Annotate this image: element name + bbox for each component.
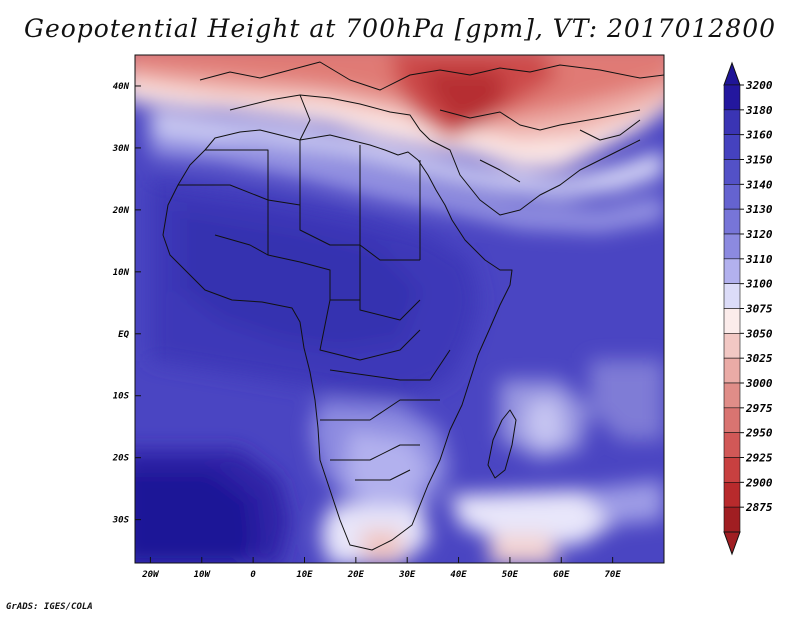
colorbar-label: 2900 [745,476,773,489]
plot-frame [134,54,665,564]
madagascar-outline [487,409,517,479]
colorbar: 3200 3180 3160 3150 3140 3130 3120 3110 3100 3075… [723,61,773,556]
colorbar-label: 3075 [745,303,773,316]
colorbar-label: 3050 [745,327,773,340]
colorbar-swatch [723,333,741,359]
colorbar-swatch [723,482,741,508]
colorbar-label: 3025 [745,352,773,365]
colorbar-label: 3180 [745,104,773,117]
height-field [135,55,664,563]
colorbar-label: 3120 [745,228,773,241]
lat-tick-label: 10S [113,392,130,402]
colorbar-swatch [723,84,741,111]
colorbar-swatch [723,308,741,334]
lon-tick-label: 70E [605,570,622,580]
lon-tick-label: 30E [398,570,416,580]
colorbar-swatch [723,134,741,160]
colorbar-top-arrow [723,61,741,86]
lat-tick-label: 30N [112,144,130,154]
lon-tick-label: 60E [553,570,570,580]
colorbar-label: 2925 [745,452,773,465]
lat-tick-label: 10N [113,268,130,278]
colorbar-label: 3100 [745,278,773,291]
lat-tick-label: 40N [113,82,130,92]
colorbar-swatch [723,283,741,309]
africa-coastline [162,129,513,551]
colorbar-label: 2950 [745,427,773,440]
colorbar-swatch [723,233,741,260]
colorbar-label: 3130 [745,203,773,216]
colorbar-label: 3110 [745,253,773,266]
colorbar-swatch [723,208,741,235]
colorbar-swatch [723,109,741,135]
map-title: Geopotential Height at 700hPa [gpm], VT:… [23,14,777,43]
colorbar-label: 3150 [745,154,773,167]
lon-tick-label: 0 [250,570,256,580]
lat-tick-label: 20S [112,454,130,464]
colorbar-swatch [723,432,741,458]
colorbar-label: 3000 [745,377,773,390]
colorbar-swatch [723,159,741,185]
country-boundaries [162,61,664,551]
lat-tick-label: 20N [112,206,130,216]
lat-tick-label: 30S [112,516,130,526]
lon-tick-label: 40E [450,570,467,580]
colorbar-swatch [723,184,741,210]
colorbar-swatch [723,357,741,384]
colorbar-label: 3140 [745,178,773,191]
lon-tick-label: 20E [347,570,365,580]
colorbar-label: 3200 [745,79,773,92]
colorbar-swatch [723,407,741,433]
colorbar-label: 2975 [745,402,773,415]
colorbar-label: 3160 [745,129,773,142]
colorbar-swatch [723,258,741,284]
colorbar-swatch [723,457,741,483]
colorbar-swatch [723,382,741,409]
lon-tick-label: 10E [296,570,313,580]
colorbar-bottom-arrow [723,531,741,556]
lon-tick-label: 20W [141,570,160,580]
lon-tick-label: 10W [194,570,212,580]
colorbar-label: 2875 [745,501,773,514]
colorbar-swatch [723,506,741,533]
lat-tick-label: EQ [118,330,129,340]
lon-tick-label: 50E [502,570,519,580]
axis-ticks: 20W 10W 0 10E 20E 30E 40E 50E 60E 70E 40N 30N 20N 10N… [112,82,622,580]
grads-credit: GrADS: IGES/COLA [6,602,93,612]
